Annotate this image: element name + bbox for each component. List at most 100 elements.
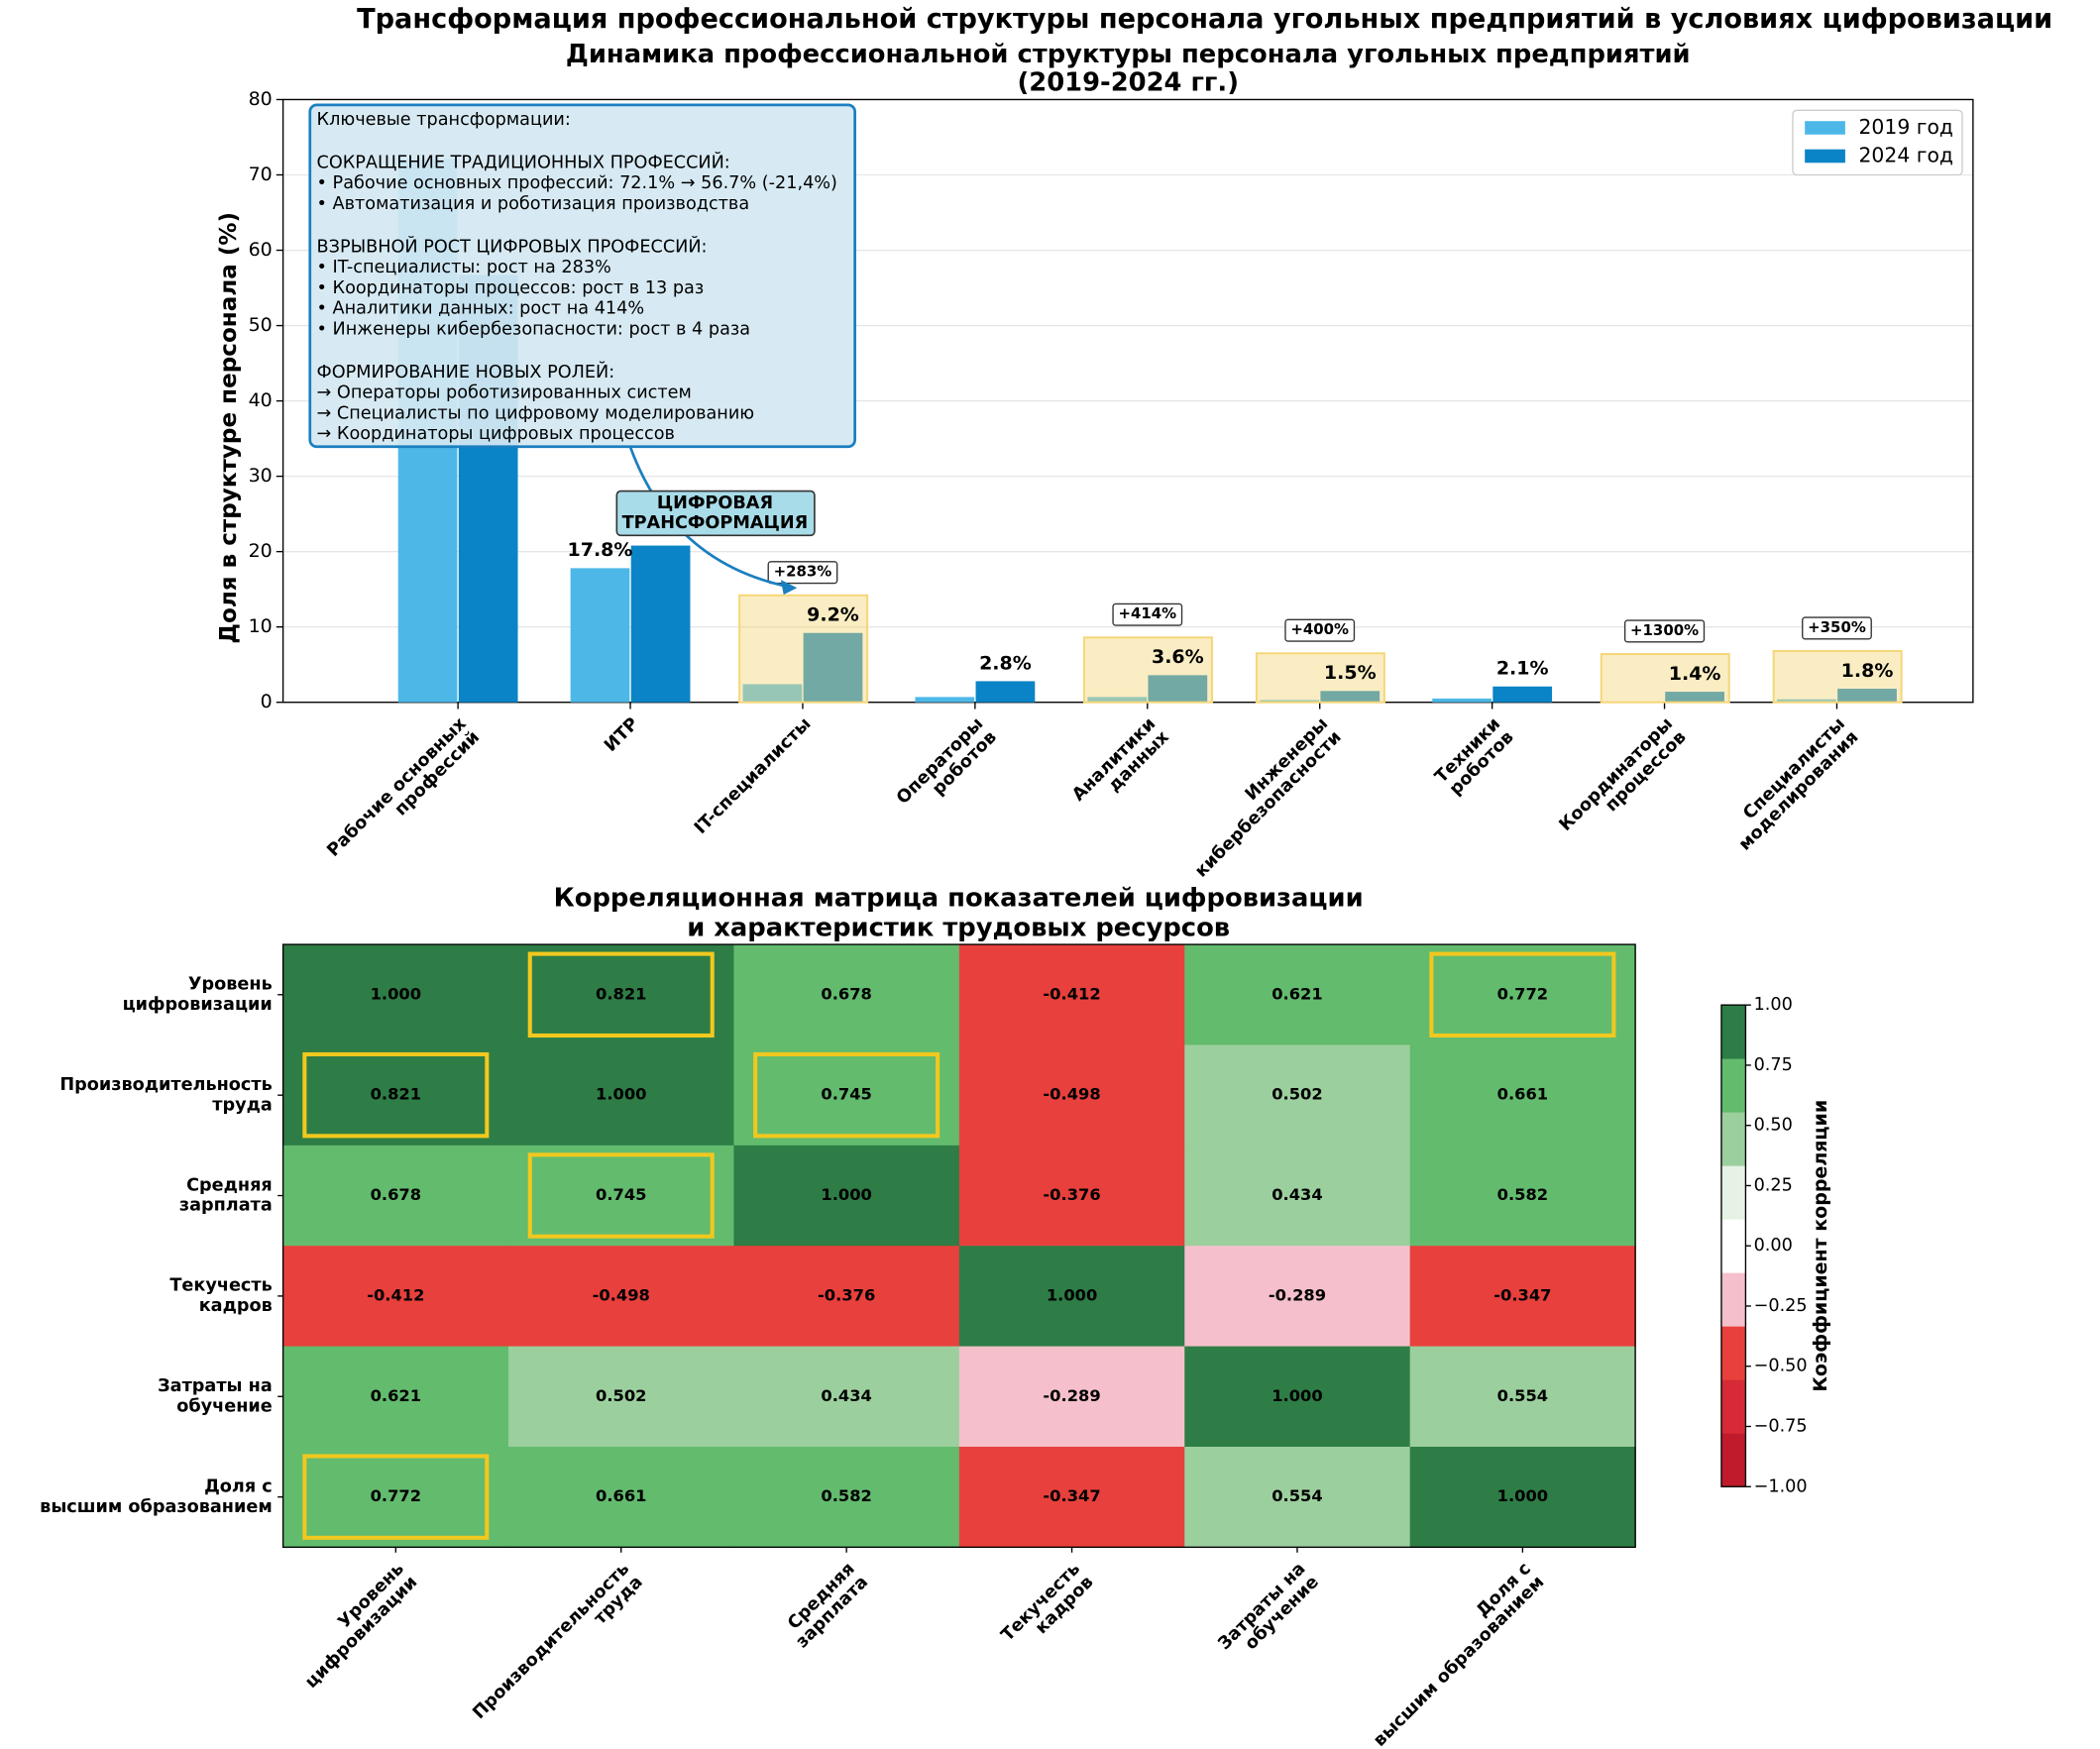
heatmap-cell [508,1446,735,1549]
y-tick-label: 70 [249,164,273,185]
y-tick-label: зарплата [179,1196,273,1216]
colorbar-segment [1720,1112,1746,1166]
growth-label: +414% [1118,604,1176,622]
cell-label: -0.412 [1043,984,1100,1003]
growth-label-box [1623,619,1706,643]
heatmap-cell [282,1044,509,1147]
y-tick-label: высшим образованием [40,1497,273,1517]
heatmap-cell [282,1145,509,1247]
x-tick-label-line: высшим образованием [1370,1573,1548,1749]
cell-label: 1.000 [1497,1486,1549,1505]
growth-highlight [738,594,869,704]
cell-label: 0.621 [1271,984,1323,1003]
colorbar-segment [1720,1219,1746,1273]
arrow-label: ЦИФРОВАЯ [657,493,773,513]
bar [742,684,803,703]
value-label: 3.6% [1152,646,1204,668]
cell-label: -0.376 [818,1285,875,1304]
cell-label: 1.000 [371,984,422,1003]
annotation-item: • Аналитики данных: рост на 414% [317,299,645,319]
x-tick-label-line: Производительность [469,1559,633,1723]
annotations: 17.8% 9.2% 2.8% 3.6% 1.5% 2.1% 1.4% 1.8% Ключевы… [317,110,1894,685]
value-label: 2.1% [1496,658,1549,680]
cell-label: -0.347 [1493,1285,1551,1304]
heatmap-cell [1184,1446,1411,1549]
cell-label: 0.772 [371,1486,422,1505]
highlight-box [1429,951,1616,1038]
x-tick-label-line: Рабочие основных [324,713,472,861]
y-tick-label: Уровень [188,975,273,995]
annotation-title: Ключевые трансформации: [317,110,571,130]
cell-label: 0.678 [821,984,872,1003]
growth-label: +1300% [1630,621,1699,639]
y-tick-label: 40 [249,389,273,411]
annotation-item: • Координаторы процессов: рост в 13 раз [317,278,705,298]
x-tick-label-line: Координаторы [1556,714,1677,835]
y-tick-label: 0 [261,691,273,712]
cell-label: 0.821 [596,984,647,1003]
heatmap-cell [1184,944,1411,1046]
heatmap-cell [958,1446,1185,1549]
annotation-item: • IT-специалисты: рост на 283% [317,258,611,277]
colorbar-tick-label: 0.75 [1754,1055,1793,1075]
highlight-box [302,1454,490,1540]
y-tick-label: 50 [249,314,273,336]
cell-label: -0.376 [1043,1185,1100,1204]
growth-label-box [1112,602,1183,626]
cell-label: 1.000 [596,1085,647,1104]
y-tick-label: Производительность [59,1075,272,1095]
heatmap-cell [1184,1145,1411,1247]
heatmap-cell [1409,944,1636,1046]
cell-label: -0.498 [593,1285,650,1304]
y-tick-label: Затраты на [158,1376,273,1396]
y-tick-label: цифровизации [123,995,273,1015]
highlight-box [753,1051,940,1139]
heatmap-cell [1184,1346,1411,1448]
y-tick-label: Доля с [204,1476,273,1496]
heatmap-cell [508,1346,735,1448]
colorbar-segment [1720,1326,1746,1380]
growth-highlight [1600,653,1730,704]
annotation-item: • Автоматизация и роботизация производст… [317,194,750,214]
cell-label: 1.000 [821,1185,872,1204]
value-label: 2.8% [979,652,1032,674]
cell-label: 0.434 [1271,1185,1323,1204]
y-tick-label: 20 [249,540,273,562]
heatmap-cell [733,1346,960,1448]
bar [803,632,863,703]
heatmap: Корреляционная матрица показателей цифро… [40,883,1831,1749]
growth-highlight [1772,649,1903,704]
annotation-heading: СОКРАЩЕНИЕ ТРАДИЦИОННЫХ ПРОФЕССИЙ: [317,151,730,172]
cell-label: 0.745 [821,1085,872,1104]
y-tick-label: 60 [249,239,273,261]
y-tick-label: Средняя [186,1175,273,1195]
x-tick-label: ИТР [601,714,642,756]
cell-label: -0.289 [1269,1285,1326,1304]
annotation-item: • Рабочие основных профессий: 72.1% → 56… [317,173,837,193]
bar [1432,698,1492,703]
value-label: 1.5% [1324,662,1377,684]
annotation-item: • Инженеры кибербезопасности: рост в 4 р… [317,319,751,339]
colorbar-tick-label: −0.75 [1754,1416,1808,1436]
cell-label: 0.821 [371,1085,422,1104]
bar [1260,700,1320,703]
y-tick-label: 10 [249,615,273,637]
heatmap-cell [508,1044,735,1147]
heatmap-cell [1184,1044,1411,1147]
y-tick-label: кадров [199,1296,273,1316]
x-tick-label-line: кибербезопасности [1191,727,1345,881]
cell-label: 1.000 [1047,1285,1098,1304]
heatmap-cell [1409,1044,1636,1147]
heatmap-cell [958,1346,1185,1448]
bar [630,545,691,703]
cell-label: -0.498 [1043,1085,1100,1104]
cell-label: 0.554 [1497,1386,1549,1405]
x-tick-label-line: IT-специалисты [691,714,815,838]
value-label: 17.8% [568,539,633,561]
